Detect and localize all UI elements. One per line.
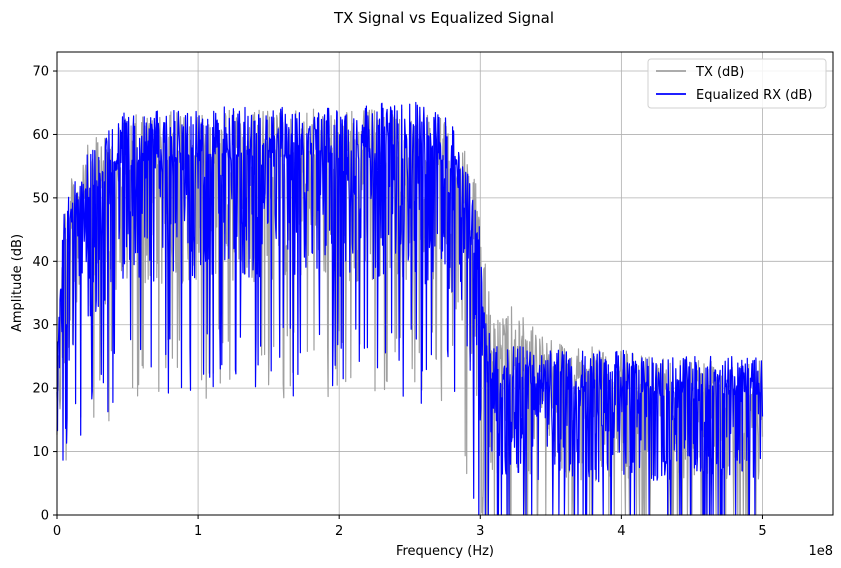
x-tick-label: 5 — [758, 524, 766, 539]
plot-area — [56, 101, 764, 516]
y-tick-label: 30 — [32, 318, 49, 333]
y-tick-label: 0 — [41, 509, 49, 524]
legend-box — [647, 58, 827, 109]
series-line-1 — [56, 101, 764, 516]
x-axis: 0 1 2 3 4 5 — [53, 515, 767, 539]
chart-title: TX Signal vs Equalized Signal — [333, 9, 554, 27]
y-axis: 0 10 20 30 40 50 60 70 — [32, 65, 57, 524]
x-tick-label: 3 — [476, 524, 484, 539]
y-tick-label: 40 — [32, 255, 49, 270]
x-offset-text: 1e8 — [808, 544, 833, 559]
x-tick-label: 0 — [53, 524, 61, 539]
x-axis-label: Frequency (Hz) — [396, 544, 494, 559]
legend-label-rx: Equalized RX (dB) — [696, 88, 813, 103]
axes-frame — [56, 51, 834, 516]
legend: TX (dB) Equalized RX (dB) — [647, 58, 827, 109]
y-tick-label: 50 — [32, 191, 49, 206]
y-axis-label: Amplitude (dB) — [10, 234, 25, 332]
x-tick-label: 4 — [617, 524, 625, 539]
y-tick-label: 10 — [32, 445, 49, 460]
x-tick-label: 2 — [335, 524, 343, 539]
y-tick-label: 60 — [32, 128, 49, 143]
y-tick-label: 70 — [32, 65, 49, 80]
legend-label-tx: TX (dB) — [695, 65, 744, 80]
y-tick-label: 20 — [32, 382, 49, 397]
x-tick-label: 1 — [194, 524, 202, 539]
